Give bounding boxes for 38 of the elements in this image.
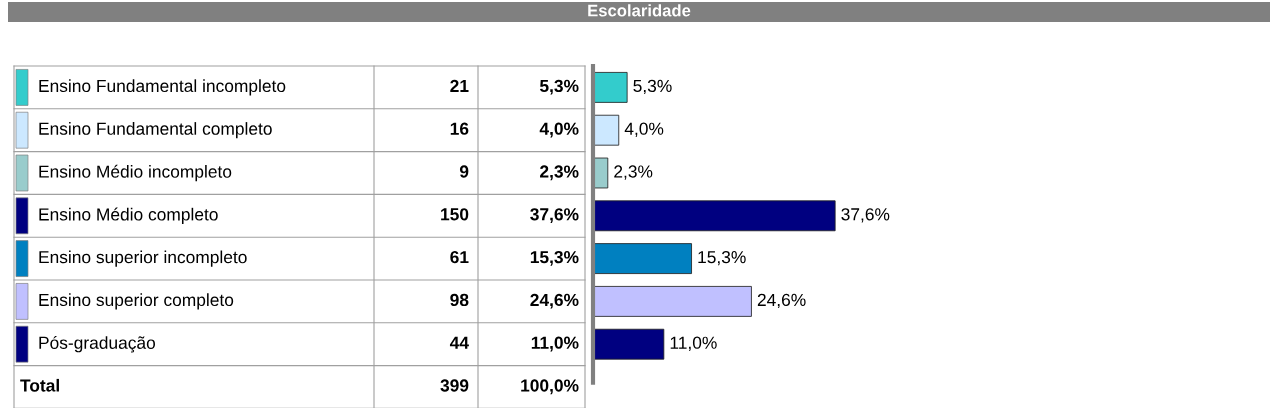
data-label: 98: [450, 293, 469, 307]
category-label: Ensino superior completo: [39, 293, 234, 310]
data-label: 37,6%: [530, 208, 579, 223]
data-label: 16: [450, 122, 469, 135]
bar: [593, 114, 620, 146]
data-label: 15,3%: [530, 250, 579, 266]
data-label: 399: [440, 379, 469, 392]
data-label: 11,0%: [531, 336, 579, 352]
text: Escolaridade: [588, 4, 691, 17]
bar: [593, 200, 836, 232]
category-label: Ensino Fundamental incompleto: [39, 79, 286, 96]
data-label: 4,0%: [624, 122, 664, 137]
category-label: Ensino Médio incompleto: [39, 164, 232, 182]
bar: [593, 243, 692, 274]
data-label: 24,6%: [757, 293, 806, 309]
data-label: 5,3%: [539, 79, 579, 95]
data-label: 4,0%: [539, 122, 579, 138]
data-label: 24,6%: [530, 293, 579, 309]
data-label: 9: [459, 165, 469, 178]
category-label: Total: [20, 378, 59, 392]
data-label: 2,3%: [614, 165, 653, 180]
bar: [593, 72, 628, 103]
data-label: 100,0%: [521, 379, 579, 395]
bar: [593, 286, 752, 317]
category-label: Ensino Médio completo: [39, 207, 218, 224]
bar: [593, 328, 665, 360]
data-label: 2,3%: [540, 165, 579, 181]
data-label: 5,3%: [633, 79, 672, 95]
data-label: 150: [441, 208, 469, 221]
category-label: Pós-graduação: [39, 335, 156, 353]
data-label: 37,6%: [841, 208, 890, 223]
category-label: Ensino superior incompleto: [39, 250, 247, 267]
category-label: Ensino Fundamental completo: [39, 122, 272, 139]
data-label: 21: [450, 79, 469, 92]
data-label: 15,3%: [698, 250, 746, 266]
data-label: 44: [449, 336, 469, 349]
data-label: 61: [450, 250, 469, 264]
data-label: 11,0%: [670, 336, 717, 351]
